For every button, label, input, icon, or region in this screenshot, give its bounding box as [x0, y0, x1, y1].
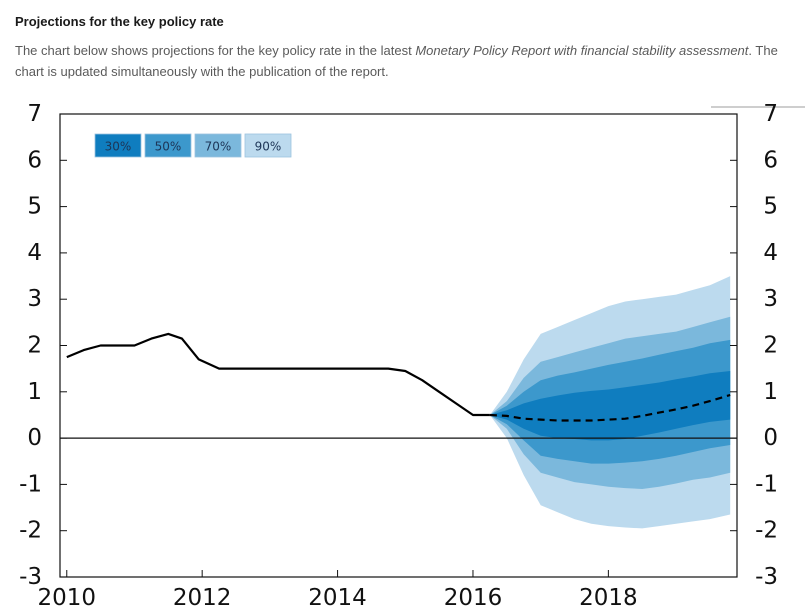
series-lines — [66, 332, 731, 422]
historical-rate-line — [66, 332, 490, 417]
y-tick-label-right: 6 — [763, 147, 778, 173]
legend-label-70-percent: 70% — [205, 140, 232, 154]
report-title: Monetary Policy Report with financial st… — [415, 43, 749, 58]
y-tick-label-left: 6 — [27, 147, 42, 173]
y-tick-label-right: 2 — [763, 333, 778, 359]
y-tick-label-left: 7 — [27, 101, 42, 127]
x-tick-label: 2018 — [579, 585, 638, 611]
y-tick-label-right: 4 — [763, 240, 778, 266]
fan-bands — [489, 276, 731, 529]
y-tick-label-right: -3 — [755, 564, 778, 590]
fan-band-30-percent — [489, 371, 731, 441]
projected-rate-line — [489, 393, 731, 422]
legend-swatch-70-percent — [194, 133, 242, 158]
legend-swatch-50-percent — [144, 133, 192, 158]
y-tick-label-left: -1 — [19, 471, 42, 497]
description-text-end: . The chart is updated simultaneously wi… — [15, 43, 778, 79]
y-tick-label-left: 2 — [27, 333, 42, 359]
x-tick-label: 2012 — [173, 585, 232, 611]
chart-legend: 30% 50% 70% 90% — [94, 133, 292, 158]
y-tick-label-right: 3 — [763, 286, 778, 312]
y-tick-label-right: 1 — [763, 379, 778, 405]
y-tick-label-left: 3 — [27, 286, 42, 312]
y-tick-label-right: 7 — [763, 101, 778, 127]
y-tick-label-left: 5 — [27, 194, 42, 220]
y-tick-label-right: 5 — [763, 194, 778, 220]
y-tick-label-right: -1 — [755, 471, 778, 497]
y-tick-label-right: -2 — [755, 518, 778, 544]
y-tick-label-left: -3 — [19, 564, 42, 590]
legend-swatch-30-percent — [94, 133, 142, 158]
description-text: The chart below shows projections for th… — [15, 43, 416, 58]
chart-heading: Projections for the key policy rate — [15, 14, 224, 29]
x-tick-label: 2016 — [444, 585, 503, 611]
legend-label-30-percent: 30% — [105, 140, 132, 154]
legend-swatch-90-percent — [244, 133, 292, 158]
y-tick-label-left: -2 — [19, 518, 42, 544]
chart-description: The chart below shows projections for th… — [15, 40, 785, 82]
y-tick-label-left: 1 — [27, 379, 42, 405]
y-tick-label-left: 0 — [27, 425, 42, 451]
x-tick-label: 2010 — [37, 585, 96, 611]
legend-label-50-percent: 50% — [155, 140, 182, 154]
legend-label-90-percent: 90% — [255, 140, 282, 154]
chart-axes: -3 -3 -2 -2 -1 -1 0 0 1 1 2 2 3 3 4 4 5 5 6 6 7 7 2010 2012 2014… — [19, 101, 805, 611]
y-tick-label-left: 4 — [27, 240, 42, 266]
x-tick-label: 2014 — [308, 585, 367, 611]
y-tick-label-right: 0 — [763, 425, 778, 451]
